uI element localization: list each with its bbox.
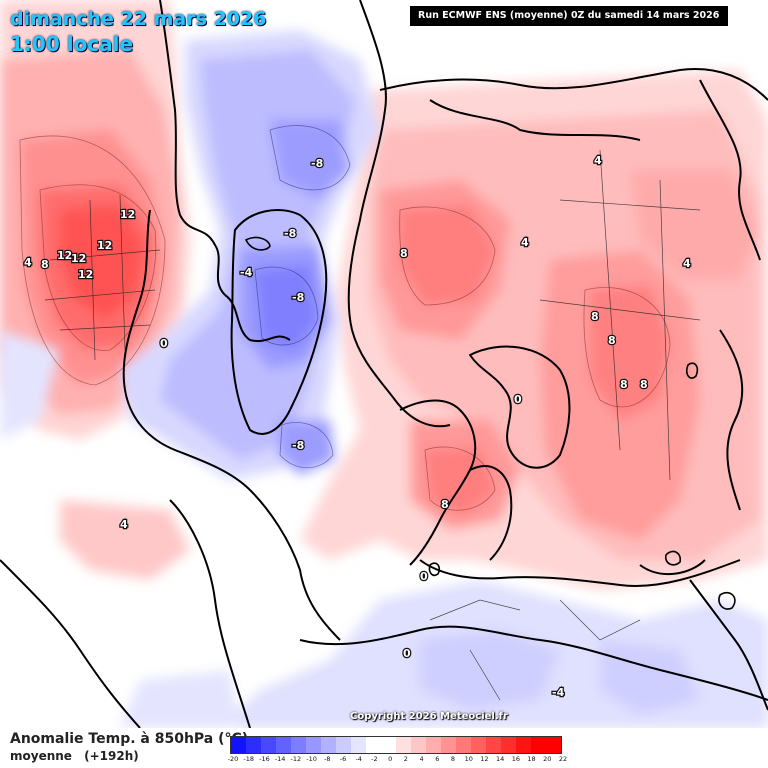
label-4-b: 4	[521, 236, 529, 249]
color-scale-tick-label: 6	[435, 755, 440, 763]
label-neg4-b: -4	[552, 686, 565, 699]
color-scale-tick-label: 16	[511, 755, 520, 763]
label-8-b: 8	[400, 247, 408, 260]
label-neg8-a: -8	[311, 157, 323, 170]
label-4-d: 4	[120, 518, 128, 531]
color-scale-ticks: -20 -18 -16 -14 -12 -10 -8 -6 -4 -2 0 2 4 6 8 10 12 14 16 1…	[227, 755, 567, 767]
color-scale-swatch	[261, 737, 276, 753]
label-neg8-d: -8	[292, 439, 304, 452]
color-scale-swatch	[276, 737, 291, 753]
political-borders	[44, 149, 701, 701]
label-0-a: 0	[160, 337, 168, 350]
color-scale-swatch	[546, 737, 561, 753]
label-12-d: 12	[71, 252, 86, 265]
color-scale-swatch	[456, 737, 471, 753]
label-8-d: 8	[608, 334, 616, 347]
color-scale-tick-label: -20	[227, 755, 239, 763]
label-8-a: 8	[41, 258, 49, 271]
model-run-info: Run ECMWF ENS (moyenne) 0Z du samedi 14 …	[410, 6, 728, 26]
color-scale-tick-label: -8	[324, 755, 331, 763]
color-scale-swatch	[426, 737, 441, 753]
legend-subtitle-type: moyenne	[10, 749, 72, 763]
color-scale-tick-label: -14	[274, 755, 286, 763]
contour-labels: 12 12 12 12 12 8 4 0 -4 -8 -8 -8 -8 8 4 …	[23, 153, 693, 701]
temperature-anomaly-map: 12 12 12 12 12 8 4 0 -4 -8 -8 -8 -8 8 4 …	[0, 0, 768, 728]
color-scale-swatch	[336, 737, 351, 753]
color-scale-swatch	[246, 737, 261, 753]
color-scale-swatch	[351, 737, 366, 753]
color-scale-swatch	[321, 737, 336, 753]
label-neg8-c: -8	[292, 291, 304, 304]
copyright-notice: Copyright 2026 Meteociel.fr	[350, 711, 508, 722]
color-scale-tick-label: -18	[243, 755, 255, 763]
label-8-f: 8	[640, 378, 648, 391]
label-4-c: 4	[594, 154, 602, 167]
label-12-e: 12	[78, 268, 93, 281]
color-scale-swatch	[471, 737, 486, 753]
color-scale-tick-label: -2	[371, 755, 378, 763]
label-8-e: 8	[620, 378, 628, 391]
color-scale-bar	[230, 736, 562, 754]
color-scale-swatch	[516, 737, 531, 753]
label-8-c: 8	[591, 310, 599, 323]
cold-isotherm-contours	[254, 125, 351, 468]
warm-anomaly-eurasia	[60, 70, 768, 590]
color-scale-tick-label: 10	[464, 755, 473, 763]
color-scale-tick-label: 8	[450, 755, 456, 763]
islands	[244, 236, 736, 610]
color-scale-swatch	[291, 737, 306, 753]
color-scale-swatch	[366, 737, 381, 753]
label-neg4-a: -4	[240, 266, 253, 279]
color-scale-tick-label: -6	[339, 755, 347, 763]
color-scale-tick-label: 18	[527, 755, 536, 763]
forecast-date: dimanche 22 mars 2026	[10, 8, 267, 30]
color-scale-swatch	[531, 737, 546, 753]
color-scale-tick-label: 14	[496, 755, 505, 763]
color-scale-tick-label: 0	[388, 755, 393, 763]
legend-subtitle: moyenne (+192h)	[10, 749, 147, 763]
color-scale-tick-label: 12	[480, 755, 489, 763]
color-scale-swatch	[306, 737, 321, 753]
color-scale-swatch	[381, 737, 396, 753]
cold-anomaly-arctic	[0, 30, 380, 480]
label-12-b: 12	[97, 239, 112, 252]
color-scale-swatch	[486, 737, 501, 753]
color-scale-swatch	[411, 737, 426, 753]
legend-subtitle-lead: (+192h)	[84, 749, 139, 763]
color-scale-tick-label: 22	[558, 755, 568, 763]
color-scale-swatch	[396, 737, 411, 753]
label-12-a: 12	[120, 208, 135, 221]
label-8-g: 8	[441, 498, 449, 511]
color-scale-tick-label: 4	[419, 755, 424, 763]
label-0-c: 0	[420, 570, 428, 583]
forecast-local-time: 1:00 locale	[10, 32, 134, 56]
color-scale-swatch	[231, 737, 246, 753]
legend-title: Anomalie Temp. à 850hPa (°C)	[10, 731, 249, 747]
label-0-b: 0	[514, 393, 522, 406]
color-scale-tick-label: -10	[306, 755, 317, 763]
cold-anomaly-south	[120, 580, 768, 728]
color-scale-tick-label: 20	[543, 755, 552, 763]
color-scale-tick-label: 2	[403, 755, 408, 763]
label-4-a: 4	[24, 256, 32, 269]
isotherm-contours	[19, 135, 671, 511]
coastlines	[0, 0, 768, 728]
label-0-d: 0	[403, 647, 411, 660]
color-scale-tick-label: -16	[259, 755, 270, 763]
label-neg8-b: -8	[284, 227, 296, 240]
color-scale-swatch	[501, 737, 516, 753]
color-scale-tick-label: -4	[355, 755, 362, 763]
label-4-e: 4	[683, 257, 691, 270]
label-12-c: 12	[57, 249, 72, 262]
color-scale-tick-label: -12	[290, 755, 302, 763]
color-scale-swatch	[441, 737, 456, 753]
